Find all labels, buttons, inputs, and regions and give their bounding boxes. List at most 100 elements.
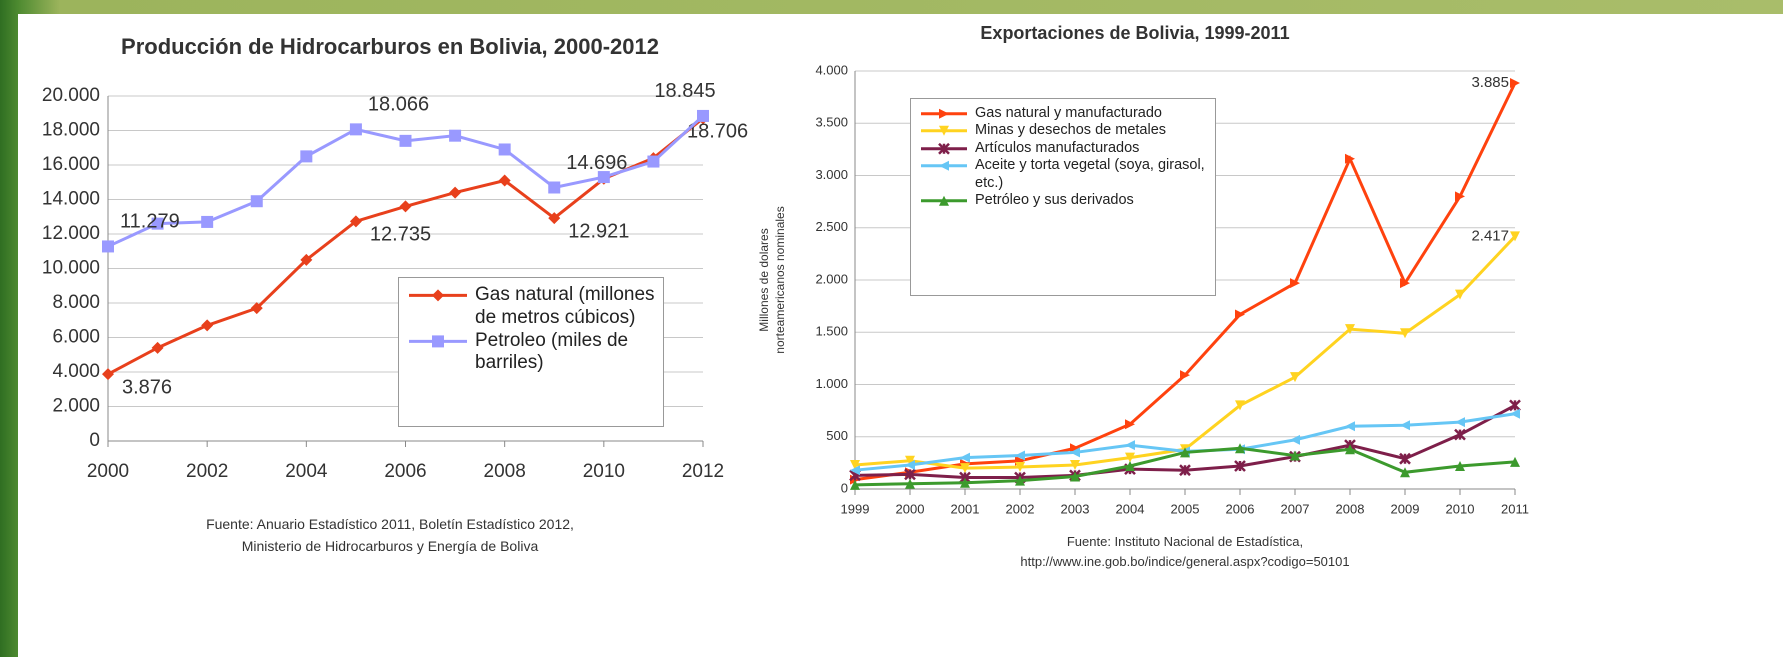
y-tick-label: 2.500 [815, 219, 848, 234]
marker [1345, 153, 1355, 164]
marker [904, 468, 916, 481]
legend-item: Aceite y torta vegetal (soya, girasol, e… [919, 157, 1207, 192]
marker [1454, 428, 1466, 441]
marker [102, 368, 114, 381]
legend: Gas natural (millones de metros cúbicos)… [398, 277, 664, 427]
marker [432, 334, 444, 347]
x-tick-label: 2006 [384, 461, 426, 482]
marker [1510, 408, 1520, 419]
marker [1400, 278, 1410, 289]
marker [449, 129, 462, 142]
x-tick-label: 2007 [1281, 501, 1310, 516]
marker [250, 195, 263, 208]
series-line [854, 412, 1516, 472]
marker [1455, 417, 1465, 428]
marker [498, 143, 511, 156]
y-tick-label: 3.500 [815, 115, 848, 130]
y-tick-label: 2.000 [815, 271, 848, 286]
data-label: 12.735 [370, 224, 431, 246]
x-tick-label: 2006 [1226, 501, 1255, 516]
chart-title: Producción de Hidrocarburos en Bolivia, … [121, 34, 659, 59]
x-tick-label: 2010 [1446, 501, 1475, 516]
marker [548, 181, 561, 194]
legend-item: Artículos manufacturados [919, 140, 1207, 157]
marker [960, 463, 970, 474]
marker [1290, 372, 1300, 383]
marker [939, 160, 949, 171]
legend-swatch [921, 160, 967, 171]
marker [151, 217, 164, 230]
marker [399, 200, 412, 213]
x-tick-label: 1999 [841, 501, 870, 516]
legend: Gas natural y manufacturado Minas y desec… [910, 98, 1216, 296]
y-tick-label: 1.500 [815, 324, 848, 339]
source-line: Ministerio de Hidrocarburos y Energía de… [241, 537, 539, 554]
x-tick-label: 2008 [1336, 501, 1365, 516]
legend-item: Petróleo y sus derivados [919, 192, 1207, 209]
marker [1125, 419, 1135, 430]
source: Fuente: Instituto Nacional de Estadístic… [955, 532, 1415, 572]
marker [1235, 443, 1245, 454]
y-tick-label: 1.000 [815, 376, 848, 391]
source-line: Fuente: Anuario Estadístico 2011, Boletí… [206, 516, 574, 532]
x-tick-label: 2009 [1391, 501, 1420, 516]
y-tick-label: 2.000 [52, 396, 100, 417]
legend-item: Gas natural y manufacturado [919, 105, 1207, 122]
marker [201, 215, 214, 228]
marker [1235, 400, 1245, 411]
x-tick-label: 2004 [285, 461, 328, 482]
marker [905, 455, 915, 466]
marker [300, 253, 313, 266]
marker [498, 174, 511, 187]
marker [151, 341, 164, 354]
legend-label: Minas y desechos de metales [975, 122, 1167, 139]
marker [1290, 450, 1300, 461]
marker [1345, 444, 1355, 455]
marker [1235, 309, 1245, 320]
marker [905, 478, 915, 489]
marker [1125, 440, 1135, 451]
data-label: 18.066 [368, 94, 429, 116]
marker [102, 240, 114, 253]
x-tick-label: 2012 [682, 461, 724, 482]
marker [647, 155, 660, 168]
marker [1015, 462, 1025, 473]
x-tick-label: 2004 [1116, 501, 1145, 516]
data-label: 11.279 [120, 211, 180, 233]
marker [1510, 231, 1520, 242]
charts: Producción de Hidrocarburos en Bolivia, … [42, 23, 1529, 517]
y-tick-label: 0 [89, 430, 100, 451]
marker [349, 123, 362, 136]
y-tick-label: 8.000 [52, 292, 100, 313]
source-line: Fuente: Instituto Nacional de Estadístic… [1066, 534, 1304, 549]
source-line: http://www.ine.gob.bo/indice/general.asp… [1020, 554, 1350, 570]
marker [349, 215, 362, 228]
x-tick-label: 2002 [1006, 501, 1035, 516]
x-tick-label: 2011 [1501, 501, 1529, 516]
marker [1070, 443, 1080, 454]
marker [1290, 434, 1300, 445]
marker [1400, 328, 1410, 339]
legend-swatch [409, 289, 467, 302]
marker [1455, 289, 1465, 300]
legend-label: Gas natural (millones de metros cúbicos) [475, 284, 655, 328]
marker [597, 171, 610, 184]
legend-swatch [921, 108, 967, 119]
marker [1180, 370, 1190, 381]
legend-label: Artículos manufacturados [975, 139, 1140, 156]
y-tick-label: 4.000 [815, 62, 848, 77]
marker [697, 109, 709, 122]
marker [449, 186, 462, 199]
marker [1125, 452, 1135, 463]
marker [399, 134, 412, 147]
marker [300, 150, 313, 163]
data-label: 18.845 [654, 80, 715, 102]
marker [1234, 460, 1246, 472]
legend-item: Petroleo (miles de barriles) [407, 330, 655, 376]
legend-swatch [921, 142, 967, 155]
marker [1400, 467, 1410, 478]
marker [905, 459, 915, 470]
source: Fuente: Anuario Estadístico 2011, Boletí… [110, 514, 670, 557]
marker [1015, 475, 1025, 486]
marker [850, 479, 860, 490]
